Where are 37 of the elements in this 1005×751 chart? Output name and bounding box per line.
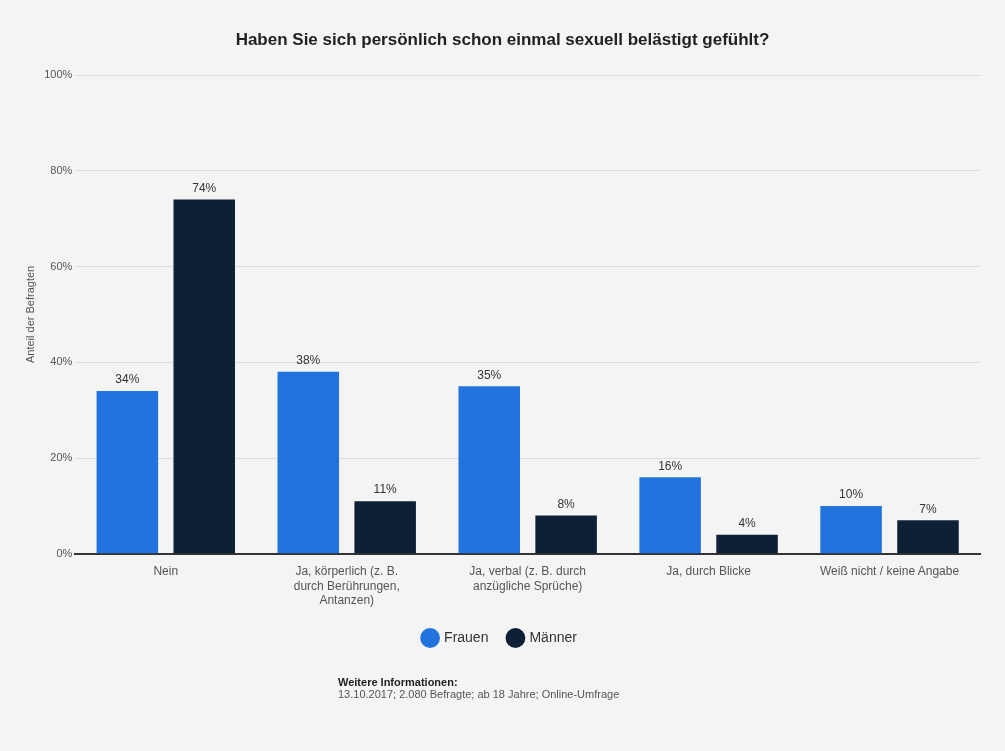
y-tick-label: 0% — [56, 546, 73, 559]
chart-title: Haben Sie sich persönlich schon einmal sexuell belästigt gefühlt? — [234, 30, 771, 50]
bar — [639, 477, 701, 554]
bar — [535, 515, 597, 554]
bar — [458, 386, 520, 554]
bar — [277, 371, 340, 554]
y-tick-label: 60% — [50, 259, 73, 272]
x-tick-label: Ja, durch Blicke — [666, 564, 752, 579]
x-tick-label: Ja, verbal (z. B. durch anzügliche Sprüche) — [469, 564, 587, 593]
data-label: 35% — [477, 367, 502, 382]
y-axis-title: Anteil der Befragten — [23, 265, 36, 364]
y-tick-label: 80% — [50, 163, 73, 176]
text: 13.10.2017; 2.080 Befragte; ab 18 Jahre; Online-Umfrage — [338, 688, 620, 700]
legend-label: Männer — [529, 628, 578, 645]
x-tick-label: Weiß nicht / keine Angabe — [819, 564, 960, 579]
data-label: 38% — [296, 353, 321, 368]
legend-label: Frauen — [444, 628, 489, 645]
x-tick-label: Ja, körperlich (z. B. durch Berührungen, Antanzen) — [293, 564, 400, 608]
bar — [96, 391, 159, 554]
bar — [716, 534, 778, 554]
bar — [354, 501, 416, 554]
data-label: 10% — [839, 487, 864, 502]
y-tick-label: 100% — [44, 68, 73, 81]
bar — [820, 505, 882, 554]
data-label: 74% — [192, 180, 217, 195]
y-tick-label: 40% — [50, 355, 73, 368]
data-label: 11% — [373, 482, 398, 497]
bar — [173, 199, 236, 554]
text: Weitere Informationen: — [338, 676, 459, 688]
y-tick-label: 20% — [50, 451, 73, 464]
data-label: 7% — [919, 501, 937, 516]
data-label: 8% — [557, 496, 576, 511]
bar — [897, 520, 959, 554]
x-tick-label: Nein — [153, 564, 179, 579]
data-label: 16% — [658, 458, 683, 473]
data-label: 4% — [738, 515, 757, 530]
data-label: 34% — [115, 372, 140, 387]
